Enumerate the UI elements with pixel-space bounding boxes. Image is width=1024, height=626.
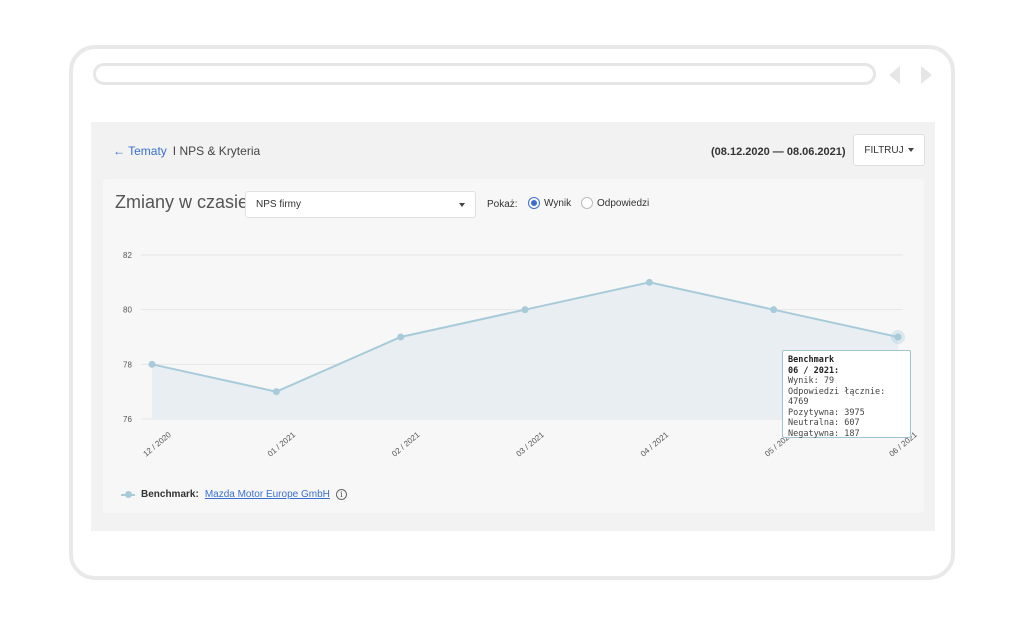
data-point [397,333,405,341]
legend-benchmark-link[interactable]: Mazda Motor Europe GmbH [204,489,330,500]
tooltip-line: Neutralna: 607 [788,418,860,428]
tooltip-line: Odpowiedzi łącznie: 4769 [788,386,886,408]
data-point [894,333,902,341]
data-point [645,278,653,286]
radio-odpowiedzi-label: Odpowiedzi [597,197,650,209]
caret-down-icon [907,148,914,152]
filter-button-label: FILTRUJ [864,144,904,156]
metric-select[interactable]: NPS firmy [245,191,476,218]
radio-odpowiedzi[interactable]: Odpowiedzi [581,197,649,209]
y-tick-label: 76 [123,415,132,424]
data-point [148,360,156,368]
legend-series-icon [121,490,135,499]
y-tick-label: 78 [123,360,132,369]
x-tick-label: 02 / 2021 [390,430,422,459]
info-icon[interactable]: i [335,489,347,500]
legend-label: Benchmark: [141,489,199,500]
filter-button[interactable]: FILTRUJ [853,134,925,166]
x-tick-label: 04 / 2021 [639,430,671,459]
data-point [521,306,529,314]
x-tick-label: 01 / 2021 [266,430,298,459]
tooltip-line: Wynik: 79 [788,376,835,386]
chevron-down-icon [459,202,465,207]
date-range: (08.12.2020 — 08.06.2021) [711,146,846,158]
tooltip-period: 06 / 2021: [788,365,840,376]
tooltip-series: Benchmark [788,355,835,365]
chart-legend: Benchmark: Mazda Motor Europe GmbH i [121,489,347,500]
breadcrumb-current: I NPS & Kryteria [172,144,261,158]
y-tick-label: 82 [123,251,132,260]
breadcrumb-back-link[interactable]: ← Tematy [113,144,167,158]
chart-tooltip: Benchmark 06 / 2021: Wynik: 79 Odpowiedz… [782,350,911,439]
series-area [152,282,898,419]
browser-frame: ← Tematy I NPS & Kryteria (08.12.2020 — … [69,45,955,580]
show-label: Pokaż: [487,199,518,210]
y-tick-label: 80 [123,306,132,315]
line-chart: 76 78 80 82 12 / 2020 01 / 2021 02 / 2021 03 / … [123,251,919,459]
radio-wynik[interactable]: Wynik [528,197,571,209]
radio-selected-icon [528,197,540,209]
forward-arrow-icon[interactable] [921,66,932,84]
x-tick-label: 12 / 2020 [142,430,174,459]
metric-select-value: NPS firmy [256,199,301,210]
x-tick-label: 03 / 2021 [515,430,547,459]
chart-card: Zmiany w czasie NPS firmy Pokaż: Wynik O… [103,179,924,513]
panel-title: Zmiany w czasie [115,192,249,212]
radio-wynik-label: Wynik [544,197,572,209]
data-point [770,306,778,314]
breadcrumb: ← Tematy I NPS & Kryteria [113,144,260,158]
data-point [272,388,280,396]
tooltip-line: Pozytywna: 3975 [788,407,865,418]
app-content: ← Tematy I NPS & Kryteria (08.12.2020 — … [91,122,935,531]
address-bar[interactable] [93,63,876,85]
back-arrow-icon[interactable] [889,66,900,84]
tooltip-line: Negatywna: 187 [788,428,860,439]
radio-unselected-icon [581,197,593,209]
